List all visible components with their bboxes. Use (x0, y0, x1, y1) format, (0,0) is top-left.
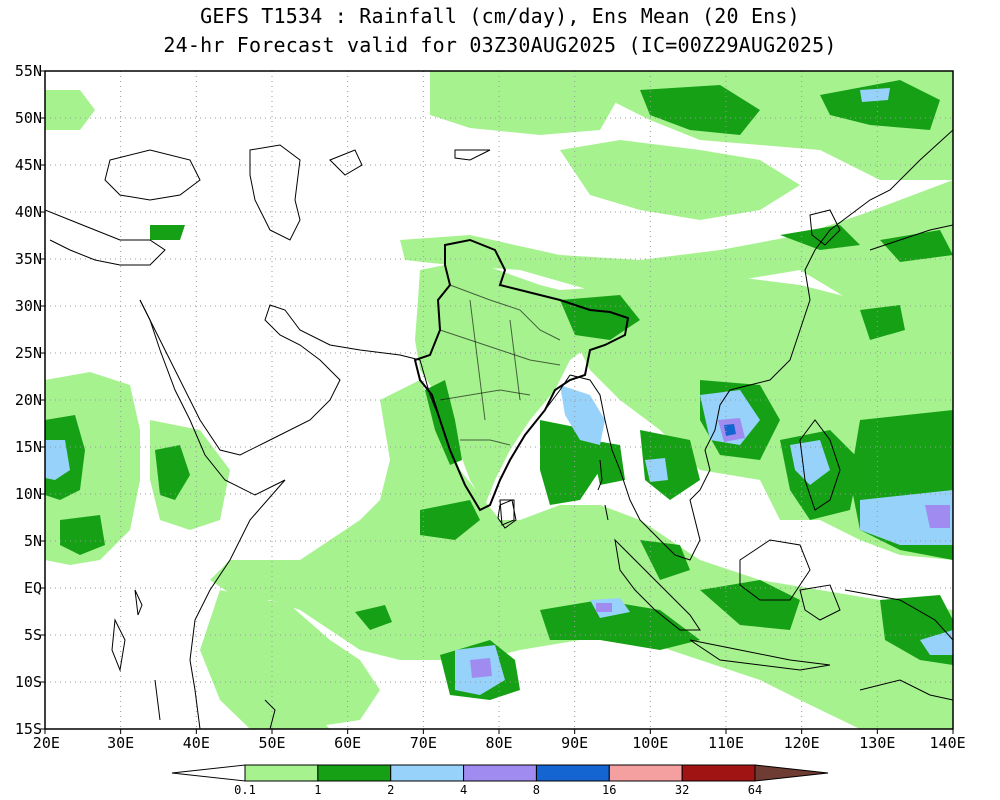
coastlines (45, 129, 953, 729)
lon-tick-label: 40E (182, 734, 210, 752)
map-subtitle: 24-hr Forecast valid for 03Z30AUG2025 (I… (163, 33, 837, 57)
lon-tick-label: 60E (334, 734, 362, 752)
lat-tick-label: 25N (14, 344, 42, 362)
lon-tick-label: 110E (707, 734, 745, 752)
colorbar-label: 16 (602, 783, 617, 797)
india-state-lines (439, 284, 561, 446)
lon-tick-label: 70E (409, 734, 437, 752)
lat-tick-label: 30N (14, 297, 42, 315)
lat-tick-label: 10S (14, 673, 42, 691)
lon-tick-label: 30E (107, 734, 135, 752)
lat-tick-label: 5S (23, 626, 42, 644)
colorbar-label: 0.1 (234, 783, 256, 797)
lon-tick-label: 90E (561, 734, 589, 752)
lat-tick-label: 10N (14, 485, 42, 503)
lon-tick-label: 20E (32, 734, 60, 752)
colorbar-label: 4 (459, 783, 468, 797)
lat-tick-label: 20N (14, 391, 42, 409)
lat-tick-label: 35N (14, 250, 42, 268)
lon-tick-label: 50E (258, 734, 286, 752)
lat-tick-label: EQ (23, 579, 42, 597)
lon-tick-label: 120E (783, 734, 820, 752)
map-title: GEFS T1534 : Rainfall (cm/day), Ens Mean… (200, 4, 800, 28)
colorbar-label: 2 (387, 783, 395, 797)
lat-tick-label: 50N (14, 109, 42, 127)
india-outline (413, 238, 630, 512)
colorbar-label: 32 (674, 783, 690, 797)
lat-tick-label: 5N (23, 532, 42, 550)
lat-tick-label: 55N (14, 62, 42, 80)
lon-tick-label: 80E (485, 734, 513, 752)
lon-tick-label: 140E (929, 734, 966, 752)
colorbar-label: 1 (314, 783, 322, 797)
lat-tick-label: 40N (14, 203, 42, 221)
colorbar-label: 64 (747, 783, 763, 797)
rain-blue (724, 424, 736, 436)
lat-tick-label: 15S (14, 720, 42, 738)
lat-tick-label: 45N (14, 156, 42, 174)
lon-tick-label: 100E (632, 734, 669, 752)
lat-tick-label: 15N (14, 438, 42, 456)
colorbar-label: 8 (532, 783, 541, 797)
lon-tick-label: 130E (859, 734, 896, 752)
